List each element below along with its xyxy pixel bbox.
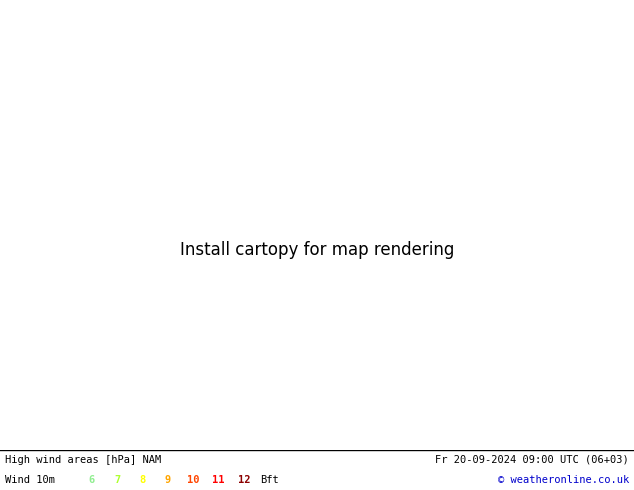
Text: 7: 7 (114, 475, 120, 485)
Text: 11: 11 (212, 475, 225, 485)
Text: Fr 20-09-2024 09:00 UTC (06+03): Fr 20-09-2024 09:00 UTC (06+03) (435, 455, 629, 465)
Text: 8: 8 (139, 475, 146, 485)
Text: 10: 10 (187, 475, 200, 485)
Text: 6: 6 (89, 475, 95, 485)
Text: © weatheronline.co.uk: © weatheronline.co.uk (498, 475, 629, 485)
Text: 12: 12 (238, 475, 250, 485)
Text: 9: 9 (165, 475, 171, 485)
Text: Bft: Bft (260, 475, 279, 485)
Text: Wind 10m: Wind 10m (5, 475, 55, 485)
Text: Install cartopy for map rendering: Install cartopy for map rendering (180, 241, 454, 259)
Text: High wind areas [hPa] NAM: High wind areas [hPa] NAM (5, 455, 161, 465)
